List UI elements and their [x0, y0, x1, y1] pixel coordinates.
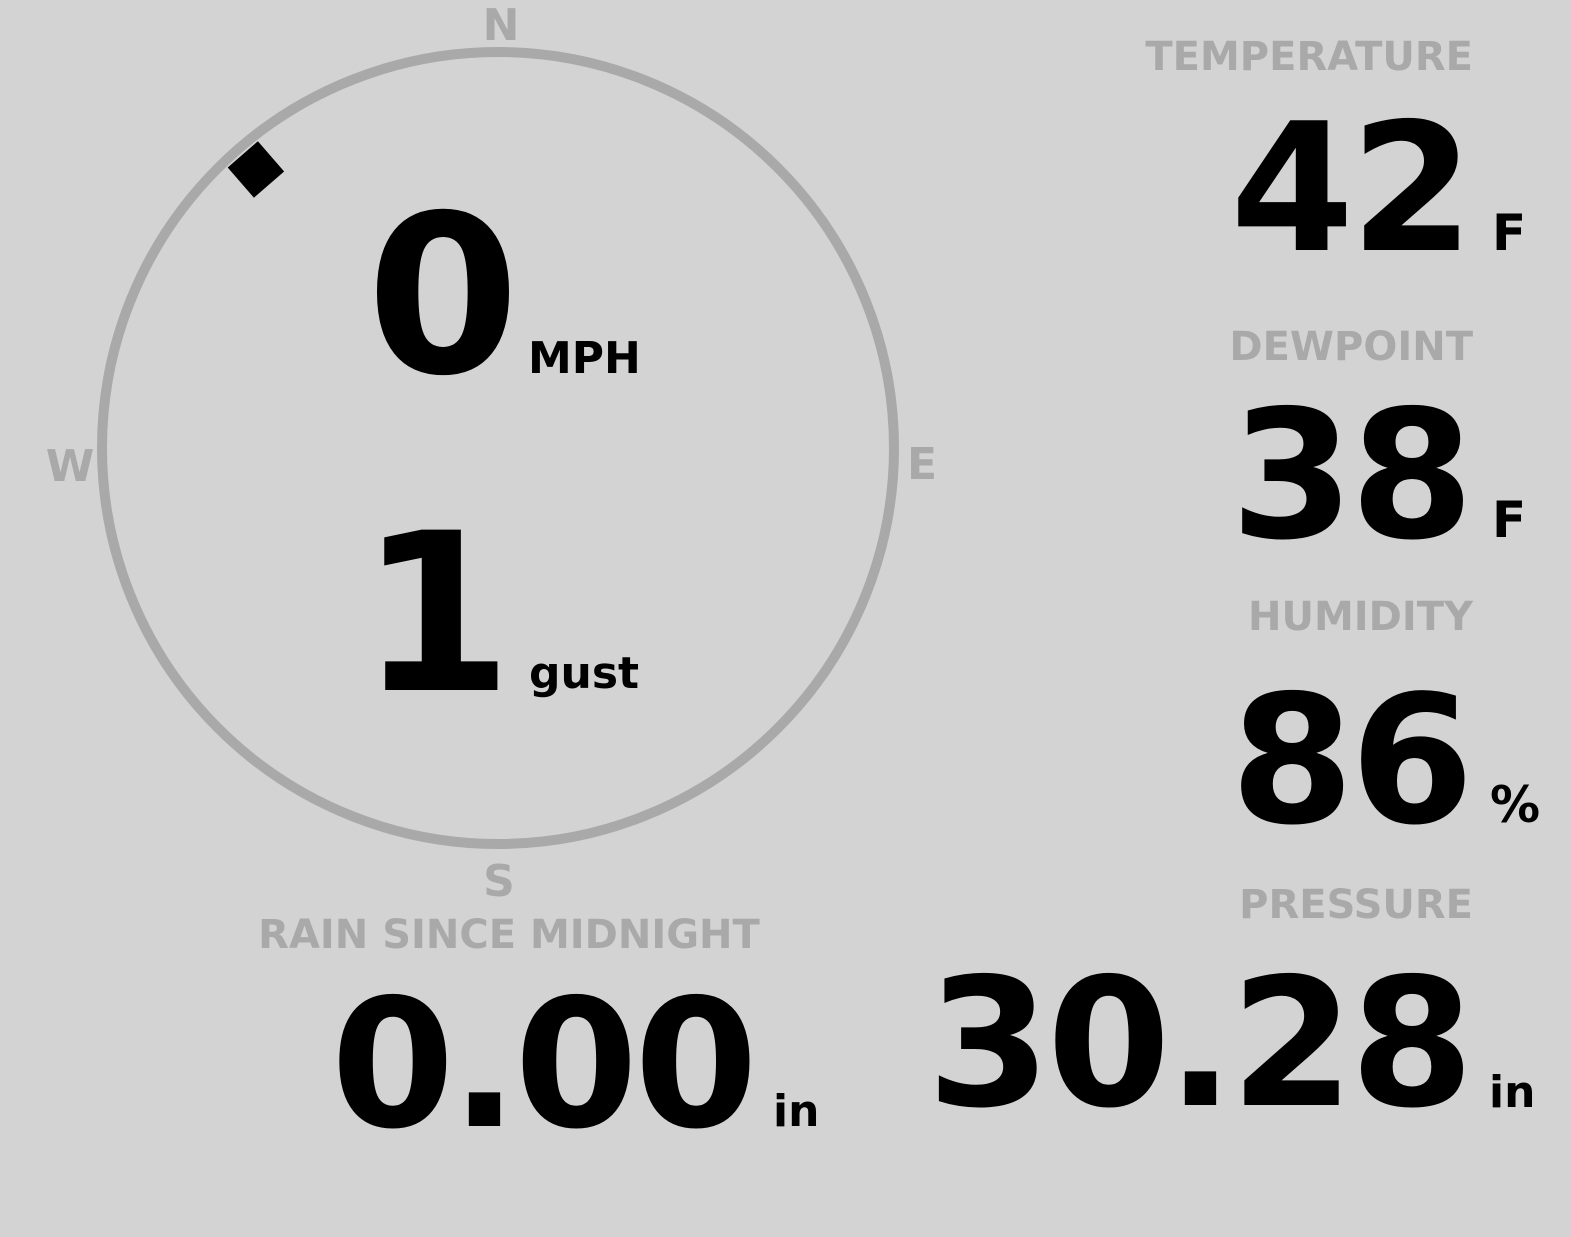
rain-panel: RAIN SINCE MIDNIGHT 0.00 in	[258, 912, 819, 1168]
humidity-unit: %	[1490, 776, 1540, 834]
compass-east-label: E	[907, 439, 937, 490]
compass-north-label: N	[483, 0, 520, 51]
pressure-value: 30.28	[927, 940, 1470, 1147]
rain-label: RAIN SINCE MIDNIGHT	[258, 912, 760, 958]
temperature-unit: F	[1492, 204, 1526, 262]
humidity-value: 86	[1230, 657, 1470, 864]
wind-speed-unit: MPH	[528, 333, 641, 384]
rain-value: 0.00	[331, 961, 754, 1168]
compass-south-label: S	[483, 856, 515, 907]
dewpoint-panel: DEWPOINT 38 F	[1229, 324, 1526, 579]
temperature-value: 42	[1230, 85, 1470, 292]
dewpoint-unit: F	[1492, 491, 1526, 549]
pressure-unit: in	[1489, 1067, 1535, 1118]
dewpoint-value: 38	[1230, 372, 1470, 579]
wind-gust-unit: gust	[529, 648, 639, 699]
wind-speed-value: 0	[366, 168, 519, 424]
humidity-label: HUMIDITY	[1248, 594, 1474, 640]
compass-west-label: W	[46, 441, 95, 492]
dewpoint-label: DEWPOINT	[1229, 324, 1473, 370]
pressure-panel: PRESSURE 30.28 in	[927, 882, 1535, 1147]
wind-gust-value: 1	[359, 486, 512, 742]
rain-unit: in	[773, 1086, 819, 1137]
pressure-label: PRESSURE	[1239, 882, 1473, 928]
wind-direction-marker-icon	[227, 141, 285, 198]
temperature-label: TEMPERATURE	[1145, 34, 1473, 80]
wind-compass: N E S W 0 MPH 1 gust	[46, 0, 937, 907]
temperature-panel: TEMPERATURE 42 F	[1145, 34, 1526, 292]
humidity-panel: HUMIDITY 86 %	[1230, 594, 1540, 864]
compass-ring	[97, 47, 899, 849]
